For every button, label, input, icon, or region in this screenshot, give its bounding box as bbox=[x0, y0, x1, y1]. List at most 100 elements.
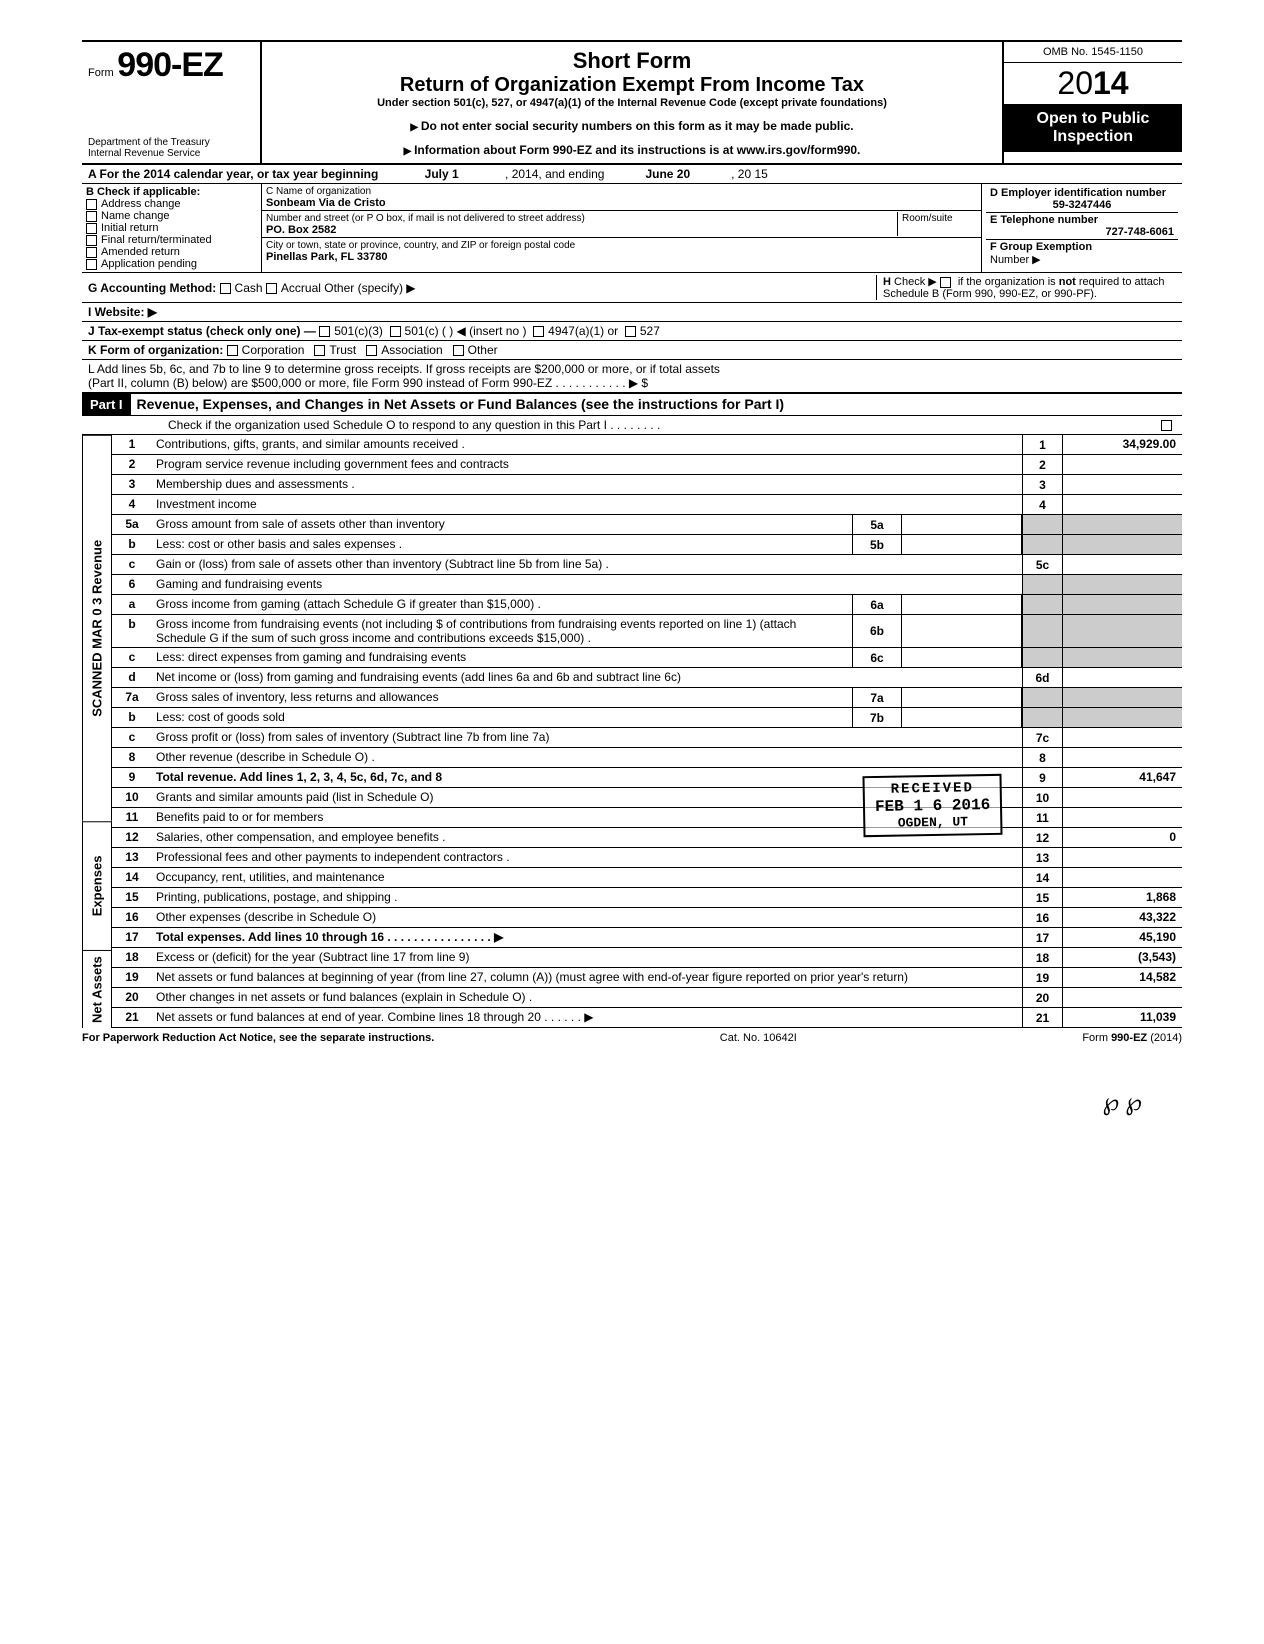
h-checkbox[interactable] bbox=[940, 277, 951, 288]
line-value: 11,039 bbox=[1062, 1008, 1182, 1027]
side-labels: SCANNED MAR 0 3 Revenue Expenses Net Ass… bbox=[82, 435, 112, 1028]
j-501c-checkbox[interactable] bbox=[390, 326, 401, 337]
line-val-shaded bbox=[1062, 648, 1182, 667]
line-r-num: 3 bbox=[1022, 475, 1062, 494]
row-j-exempt-status: J Tax-exempt status (check only one) — 5… bbox=[82, 322, 1182, 341]
form-header: Form 990-EZ Department of the Treasury I… bbox=[82, 40, 1182, 165]
line-val-shaded bbox=[1062, 535, 1182, 554]
line-mid-num: 6b bbox=[852, 615, 902, 647]
omb-number: OMB No. 1545-1150 bbox=[1004, 42, 1182, 63]
city-value: Pinellas Park, FL 33780 bbox=[266, 251, 387, 263]
header-left: Form 990-EZ Department of the Treasury I… bbox=[82, 42, 262, 163]
b-check-row: Address change bbox=[86, 198, 257, 210]
part1-title: Revenue, Expenses, and Changes in Net As… bbox=[131, 394, 1182, 415]
line-14: 14Occupancy, rent, utilities, and mainte… bbox=[112, 868, 1182, 888]
line-value: 0 bbox=[1062, 828, 1182, 847]
col-b-checks: B Check if applicable: Address changeNam… bbox=[82, 184, 262, 272]
b-check-application-pending[interactable] bbox=[86, 259, 97, 270]
line-value: 1,868 bbox=[1062, 888, 1182, 907]
cash-checkbox[interactable] bbox=[220, 283, 231, 294]
line-num: d bbox=[112, 668, 152, 687]
lines-container: 1Contributions, gifts, grants, and simil… bbox=[112, 435, 1182, 1028]
line-b: bLess: cost of goods sold7b bbox=[112, 708, 1182, 728]
line-value bbox=[1062, 748, 1182, 767]
city-label: City or town, state or province, country… bbox=[266, 240, 575, 251]
line-r-shaded bbox=[1022, 595, 1062, 614]
line-15: 15Printing, publications, postage, and s… bbox=[112, 888, 1182, 908]
b-check-final-return-terminated[interactable] bbox=[86, 235, 97, 246]
subtitle: Under section 501(c), 527, or 4947(a)(1)… bbox=[272, 97, 992, 109]
line-num: 1 bbox=[112, 435, 152, 454]
phone-value: 727-748-6061 bbox=[990, 226, 1174, 238]
f-label: F Group Exemption bbox=[990, 241, 1092, 253]
b-check-address-change[interactable] bbox=[86, 199, 97, 210]
line-mid-val bbox=[902, 615, 1022, 647]
b-check-row: Application pending bbox=[86, 258, 257, 270]
footer-cat: Cat. No. 10642I bbox=[720, 1032, 797, 1044]
line-value: 14,582 bbox=[1062, 968, 1182, 987]
line-num: 8 bbox=[112, 748, 152, 767]
row-a-tax-year: A For the 2014 calendar year, or tax yea… bbox=[82, 165, 1182, 184]
k-opt-association[interactable] bbox=[366, 345, 377, 356]
part1-checkbox[interactable] bbox=[1161, 420, 1172, 431]
header-right: OMB No. 1545-1150 2014 Open to Public In… bbox=[1002, 42, 1182, 163]
b-check-initial-return[interactable] bbox=[86, 223, 97, 234]
line-mid-val bbox=[902, 688, 1022, 707]
j-opt4: 527 bbox=[640, 324, 660, 338]
line-r-num: 18 bbox=[1022, 948, 1062, 967]
k-opt-trust[interactable] bbox=[314, 345, 325, 356]
line-7a: 7aGross sales of inventory, less returns… bbox=[112, 688, 1182, 708]
side-revenue: SCANNED MAR 0 3 Revenue bbox=[82, 435, 112, 821]
j-4947-checkbox[interactable] bbox=[533, 326, 544, 337]
line-value bbox=[1062, 455, 1182, 474]
footer-left: For Paperwork Reduction Act Notice, see … bbox=[82, 1032, 434, 1044]
line-value bbox=[1062, 988, 1182, 1007]
j-527-checkbox[interactable] bbox=[625, 326, 636, 337]
line-r-num: 11 bbox=[1022, 808, 1062, 827]
line-value bbox=[1062, 668, 1182, 687]
line-value: 45,190 bbox=[1062, 928, 1182, 947]
j-501c3-checkbox[interactable] bbox=[319, 326, 330, 337]
b-check-name-change[interactable] bbox=[86, 211, 97, 222]
street-label: Number and street (or P O box, if mail i… bbox=[266, 213, 585, 224]
side-netassets: Net Assets bbox=[82, 950, 112, 1028]
dept-treasury: Department of the Treasury Internal Reve… bbox=[88, 137, 254, 159]
line-r-shaded bbox=[1022, 688, 1062, 707]
line-num: b bbox=[112, 615, 152, 647]
g-label: G Accounting Method: bbox=[88, 281, 216, 295]
line-b: bLess: cost or other basis and sales exp… bbox=[112, 535, 1182, 555]
line-c: cLess: direct expenses from gaming and f… bbox=[112, 648, 1182, 668]
line-r-num: 9 bbox=[1022, 768, 1062, 787]
stamp-date: FEB 1 6 2016 bbox=[875, 796, 991, 816]
ein-value: 59-3247446 bbox=[990, 199, 1174, 211]
k-opt-corporation[interactable] bbox=[227, 345, 238, 356]
line-19: 19Net assets or fund balances at beginni… bbox=[112, 968, 1182, 988]
cash-label: Cash bbox=[235, 281, 263, 295]
line-val-shaded bbox=[1062, 515, 1182, 534]
line-value: 34,929.00 bbox=[1062, 435, 1182, 454]
line-r-num: 5c bbox=[1022, 555, 1062, 574]
line-value bbox=[1062, 728, 1182, 747]
line-8: 8Other revenue (describe in Schedule O) … bbox=[112, 748, 1182, 768]
open-to-public: Open to Public Inspection bbox=[1004, 104, 1182, 152]
line-mid-num: 6c bbox=[852, 648, 902, 667]
line-num: 13 bbox=[112, 848, 152, 867]
row-i-website: I Website: ▶ bbox=[82, 303, 1182, 322]
b-check-amended-return[interactable] bbox=[86, 247, 97, 258]
line-mid-val bbox=[902, 708, 1022, 727]
line-num: 7a bbox=[112, 688, 152, 707]
line-a: aGross income from gaming (attach Schedu… bbox=[112, 595, 1182, 615]
line-r-num: 15 bbox=[1022, 888, 1062, 907]
line-r-blank bbox=[1022, 575, 1062, 594]
col-c-org: C Name of organization Sonbeam Via de Cr… bbox=[262, 184, 982, 272]
line-6: 6Gaming and fundraising events bbox=[112, 575, 1182, 595]
j-opt2: 501(c) ( ) ◀ (insert no ) bbox=[405, 324, 527, 338]
header-center: Short Form Return of Organization Exempt… bbox=[262, 42, 1002, 163]
accrual-checkbox[interactable] bbox=[266, 283, 277, 294]
line-text: Gaming and fundraising events bbox=[152, 575, 1022, 594]
line-text: Less: cost of goods sold bbox=[152, 708, 852, 727]
line-num: 12 bbox=[112, 828, 152, 847]
line-r-num: 8 bbox=[1022, 748, 1062, 767]
k-opt-other[interactable] bbox=[453, 345, 464, 356]
line-r-shaded bbox=[1022, 515, 1062, 534]
